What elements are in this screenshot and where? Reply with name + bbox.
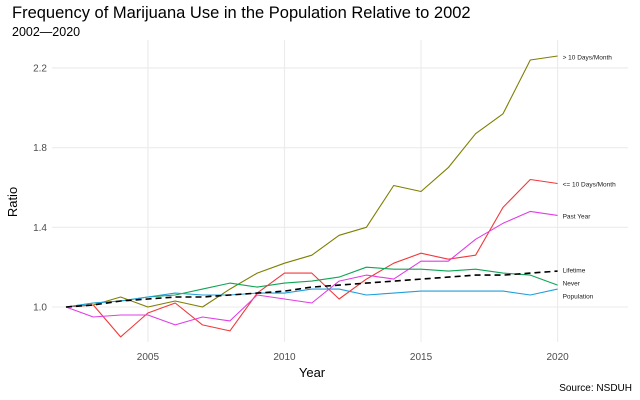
- gridlines: [52, 40, 628, 342]
- series-end-label: <= 10 Days/Month: [563, 182, 616, 189]
- series-line-10-days-month: [65, 55, 558, 308]
- series-end-label: Lifetime: [563, 268, 586, 275]
- x-tick-label: 2010: [273, 352, 296, 363]
- series-end-label: Population: [563, 294, 594, 301]
- series-end-labels: > 10 Days/Month <= 10 Days/Month Past Year…: [563, 55, 616, 301]
- y-axis-ticks: 1.0 1.4 1.8 2.2: [33, 63, 47, 313]
- y-axis-title: Ratio: [5, 187, 20, 217]
- series-end-label: Never: [563, 281, 581, 288]
- series-end-label: > 10 Days/Month: [563, 55, 613, 62]
- chart-subtitle: 2002—2020: [12, 25, 80, 39]
- x-tick-label: 2005: [137, 352, 160, 363]
- series-line-10-days-month: [65, 178, 558, 338]
- series-line-population: [65, 270, 558, 308]
- series-end-label: Past Year: [563, 214, 592, 221]
- series-line-past-year: [65, 210, 558, 326]
- x-tick-label: 2020: [546, 352, 569, 363]
- y-tick-label: 2.2: [33, 63, 47, 74]
- x-axis-ticks: 2005 2010 2015 2020: [137, 352, 569, 363]
- y-tick-label: 1.8: [33, 143, 47, 154]
- y-tick-label: 1.4: [33, 223, 47, 234]
- chart-caption: Source: NSDUH: [559, 383, 632, 394]
- chart-title: Frequency of Marijuana Use in the Popula…: [12, 4, 471, 22]
- y-tick-label: 1.0: [33, 303, 47, 314]
- series-line-never: [65, 288, 558, 308]
- x-tick-label: 2015: [410, 352, 433, 363]
- x-axis-title: Year: [299, 365, 326, 380]
- series-lines: [65, 55, 558, 338]
